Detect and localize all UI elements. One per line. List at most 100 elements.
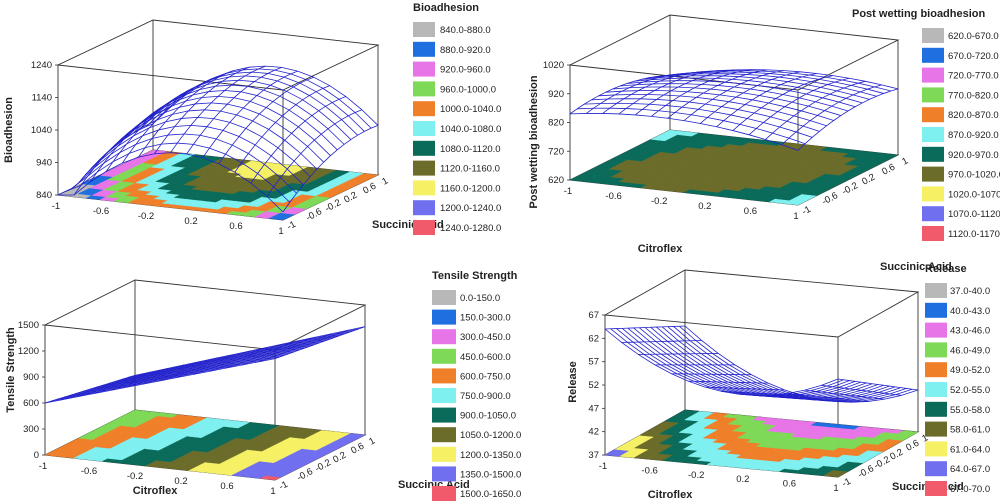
z-tick-label: 57 [588,357,599,368]
z-tick-label: 600 [23,398,39,409]
z-axis: 840 940 1040 1140 1240 [31,60,58,201]
legend: Tensile Strength 0.0-150.0 150.0-300.0 300.… [432,270,521,501]
legend-swatch [922,87,944,103]
mesh-line [650,326,884,400]
y-tick-label: 0.6 [904,438,921,454]
legend-label: 49.0-52.0 [950,365,990,376]
mesh-line [89,342,321,390]
x-tick-label: 1 [270,486,275,497]
legend-label: 1160.0-1200.0 [440,183,501,194]
mesh-line [598,94,827,127]
x-tick-label: 0.6 [220,481,233,492]
legend-label: 920.0-960.0 [440,65,491,76]
x-tick-label: 0.2 [736,474,749,485]
x-axis: -1 -0.6 -0.2 0.2 0.6 1 [52,201,284,237]
x-axis: -1 -0.6 -0.2 0.2 0.6 1 [39,461,276,497]
mesh-line [673,326,907,402]
mesh-line [77,346,308,394]
mesh-line [569,113,799,151]
legend-title: Bioadhesion [413,2,479,14]
y-tick-label: 0.6 [361,181,378,197]
mesh-line [121,76,218,164]
legend-swatch [432,290,456,305]
legend-title: Post wetting bioadhesion [852,8,986,20]
legend-swatch [413,41,435,57]
x-tick-label: -1 [39,461,47,472]
z-tick-label: 1020 [543,60,564,71]
mesh-line [605,90,834,121]
legend-swatch [925,362,947,378]
z-tick-label: 920 [548,89,564,100]
z-tick-label: 67 [588,310,599,321]
mesh-line [71,133,297,194]
mesh-line [83,344,314,392]
y-tick-label: 0.6 [349,441,366,457]
x-tick-label: 0.6 [229,221,242,232]
z-tick-label: 900 [23,372,39,383]
mesh-line [627,327,861,398]
legend-label: 820.0-870.0 [948,110,999,121]
z-axis-title: Post wetting bioadhesion [528,75,540,209]
x-tick-label: -1 [599,461,607,472]
mesh-line [604,328,839,396]
legend-title: Tensile Strength [432,270,518,282]
legend-label: 61.0-64.0 [950,444,990,455]
legend-swatch [413,101,435,117]
legend-swatch [413,160,435,176]
legend-label: 64.0-67.0 [950,464,990,475]
mesh-line [621,328,856,398]
mesh-line [44,358,276,404]
legend-swatch [925,322,947,338]
mesh-line [102,337,333,386]
legend-swatch [413,200,435,216]
legend-label: 1080.0-1120.0 [440,144,501,155]
mesh-line [64,351,295,398]
mesh-line [634,77,863,104]
x-tick-label: 1 [278,226,283,237]
legend-label: 750.0-900.0 [460,391,511,402]
legend-label: 870.0-920.0 [948,130,999,141]
response-surface-mesh [604,325,919,403]
legend-label: 1040.0-1080.0 [440,124,501,135]
z-tick-label: 0 [34,450,39,461]
legend: Post wetting bioadhesion 620.0-670.0 670.0… [852,8,1000,241]
legend-label: 600.0-750.0 [460,371,511,382]
legend-label: 1200.0-1240.0 [440,203,501,214]
legend-label: 40.0-43.0 [950,306,990,317]
z-axis: 620 720 820 920 1020 [543,60,570,186]
mesh-line [616,328,850,397]
mesh-line [586,72,687,114]
mesh-line [57,152,284,213]
z-tick-label: 620 [548,175,564,186]
mesh-line [84,116,311,177]
z-tick-label: 300 [23,424,39,435]
legend-label: 840.0-880.0 [440,25,491,36]
legend-swatch [922,226,944,241]
y-axis-title: Succinic Acid [880,261,952,273]
legend-label: 620.0-670.0 [948,31,999,42]
legend-label: 670.0-720.0 [948,51,999,62]
x-tick-label: -0.6 [81,466,97,477]
y-tick-label: -0.6 [856,463,876,480]
y-tick-label: -0.2 [872,454,892,471]
x-tick-label: -1 [52,201,60,212]
y-axis: -1-0.6-0.20.20.61 [800,155,910,217]
x-tick-label: -0.6 [641,465,657,476]
legend-label: 46.0-49.0 [950,345,990,356]
legend-label: 58.0-61.0 [950,425,990,436]
legend-label: 880.0-920.0 [440,45,491,56]
legend-swatch [925,441,947,457]
x-axis-title: Citroflex [133,485,179,497]
mesh-line [152,65,379,126]
mesh-line [145,68,372,129]
x-axis-title: Citroflex [648,489,694,501]
mesh-line [128,328,359,378]
mesh-line [684,325,919,403]
contour-cell [876,153,899,159]
legend-swatch [432,427,456,443]
mesh-line [109,335,340,384]
legend-swatch [432,368,456,384]
x-tick-label: 1 [793,211,798,222]
